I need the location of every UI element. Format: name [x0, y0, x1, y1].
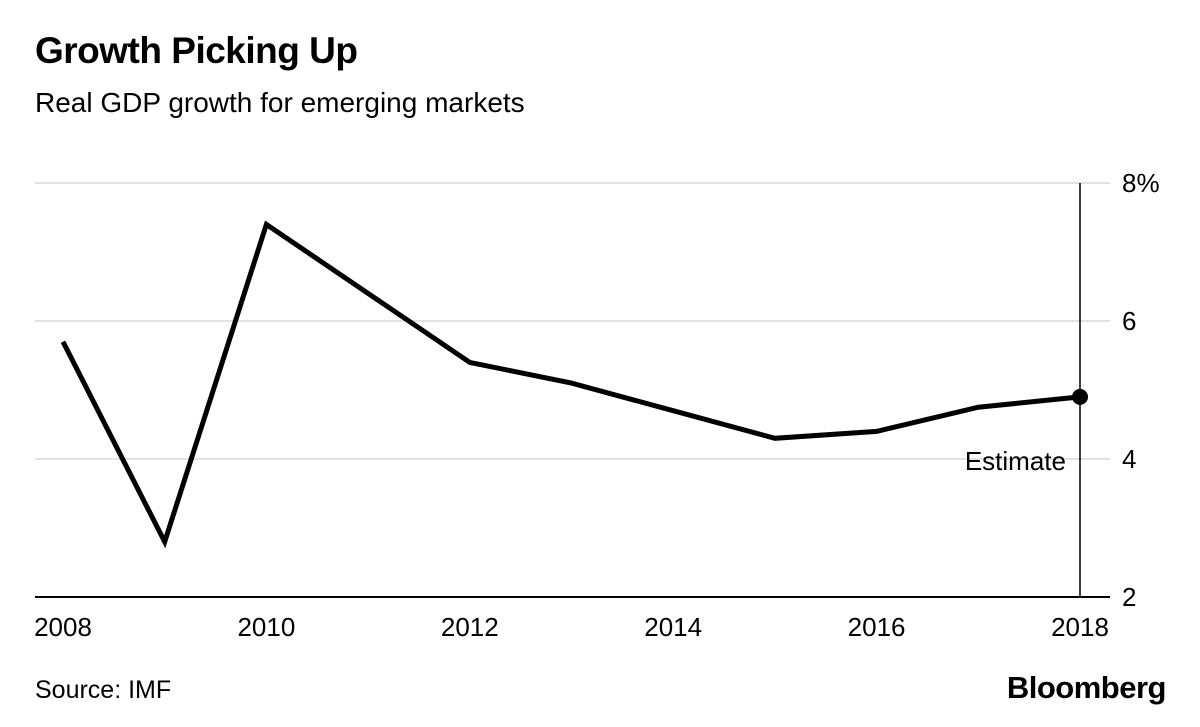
estimate-point — [1072, 388, 1088, 405]
x-tick-label: 2008 — [34, 612, 92, 642]
x-tick-label: 2018 — [1051, 612, 1109, 642]
chart-subtitle: Real GDP growth for emerging markets — [35, 87, 525, 118]
x-tick-label: 2016 — [848, 612, 906, 642]
y-tick-label: 8% — [1122, 168, 1160, 198]
chart-title: Growth Picking Up — [35, 30, 358, 71]
source-note: Source: IMF — [35, 676, 172, 704]
y-tick-label: 6 — [1122, 306, 1136, 336]
gdp-growth-line — [60, 220, 1081, 549]
x-tick-label: 2010 — [237, 612, 295, 642]
y-tick-label: 4 — [1122, 444, 1136, 474]
estimate-label: Estimate — [965, 446, 1066, 476]
x-tick-label: 2014 — [644, 612, 702, 642]
y-tick-label: 2 — [1122, 582, 1136, 612]
bloomberg-logo: Bloomberg — [1006, 670, 1167, 705]
x-tick-label: 2012 — [441, 612, 499, 642]
